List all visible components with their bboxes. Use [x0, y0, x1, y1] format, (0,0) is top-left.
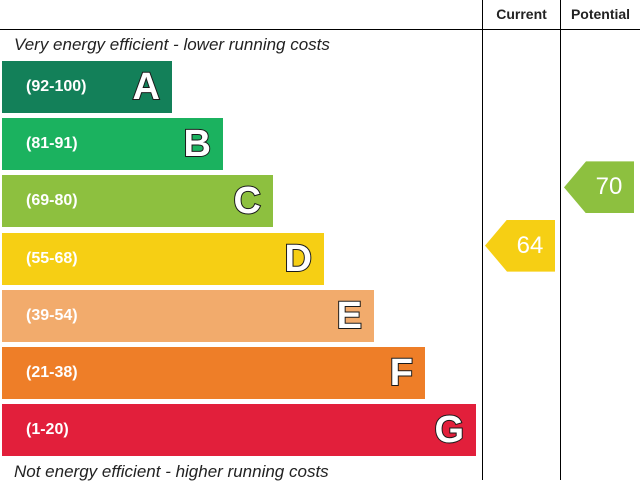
band-letter: E — [336, 294, 363, 338]
band-range-label: (69-80) — [26, 192, 78, 210]
current-column-left-border — [482, 0, 483, 480]
band-letter: C — [233, 179, 262, 223]
header-divider — [0, 29, 640, 30]
current-column-header: Current — [496, 6, 547, 22]
band-letter: D — [284, 237, 313, 281]
band-b: (81-91) B — [2, 118, 223, 171]
band-a: (92-100) A — [2, 61, 172, 113]
potential-rating-arrow: 70 — [564, 161, 634, 214]
band-range-label: (81-91) — [26, 135, 78, 153]
bottom-caption: Not energy efficient - higher running co… — [14, 462, 329, 481]
band-range-label: (39-54) — [26, 306, 78, 324]
potential-column-left-border — [560, 0, 561, 480]
band-range-label: (1-20) — [26, 421, 69, 439]
top-caption: Very energy efficient - lower running co… — [14, 35, 330, 54]
band-range-label: (21-38) — [26, 364, 78, 381]
potential-rating-value: 70 — [595, 173, 623, 201]
band-letter: A — [132, 65, 161, 109]
band-letter: G — [433, 408, 465, 452]
current-rating-value: 64 — [516, 231, 544, 259]
band-letter: B — [183, 122, 212, 166]
band-letter: F — [389, 351, 414, 395]
band-range-label: (92-100) — [26, 78, 87, 95]
band-g: (1-20) G — [2, 404, 476, 457]
band-c: (69-80) C — [2, 175, 273, 228]
band-e: (39-54) E — [2, 289, 374, 342]
band-d: (55-68) D — [2, 232, 324, 285]
band-f: (21-38) F — [2, 347, 425, 399]
current-rating-arrow: 64 — [485, 219, 555, 272]
band-range-label: (55-68) — [26, 249, 78, 267]
potential-column-header: Potential — [570, 6, 631, 22]
